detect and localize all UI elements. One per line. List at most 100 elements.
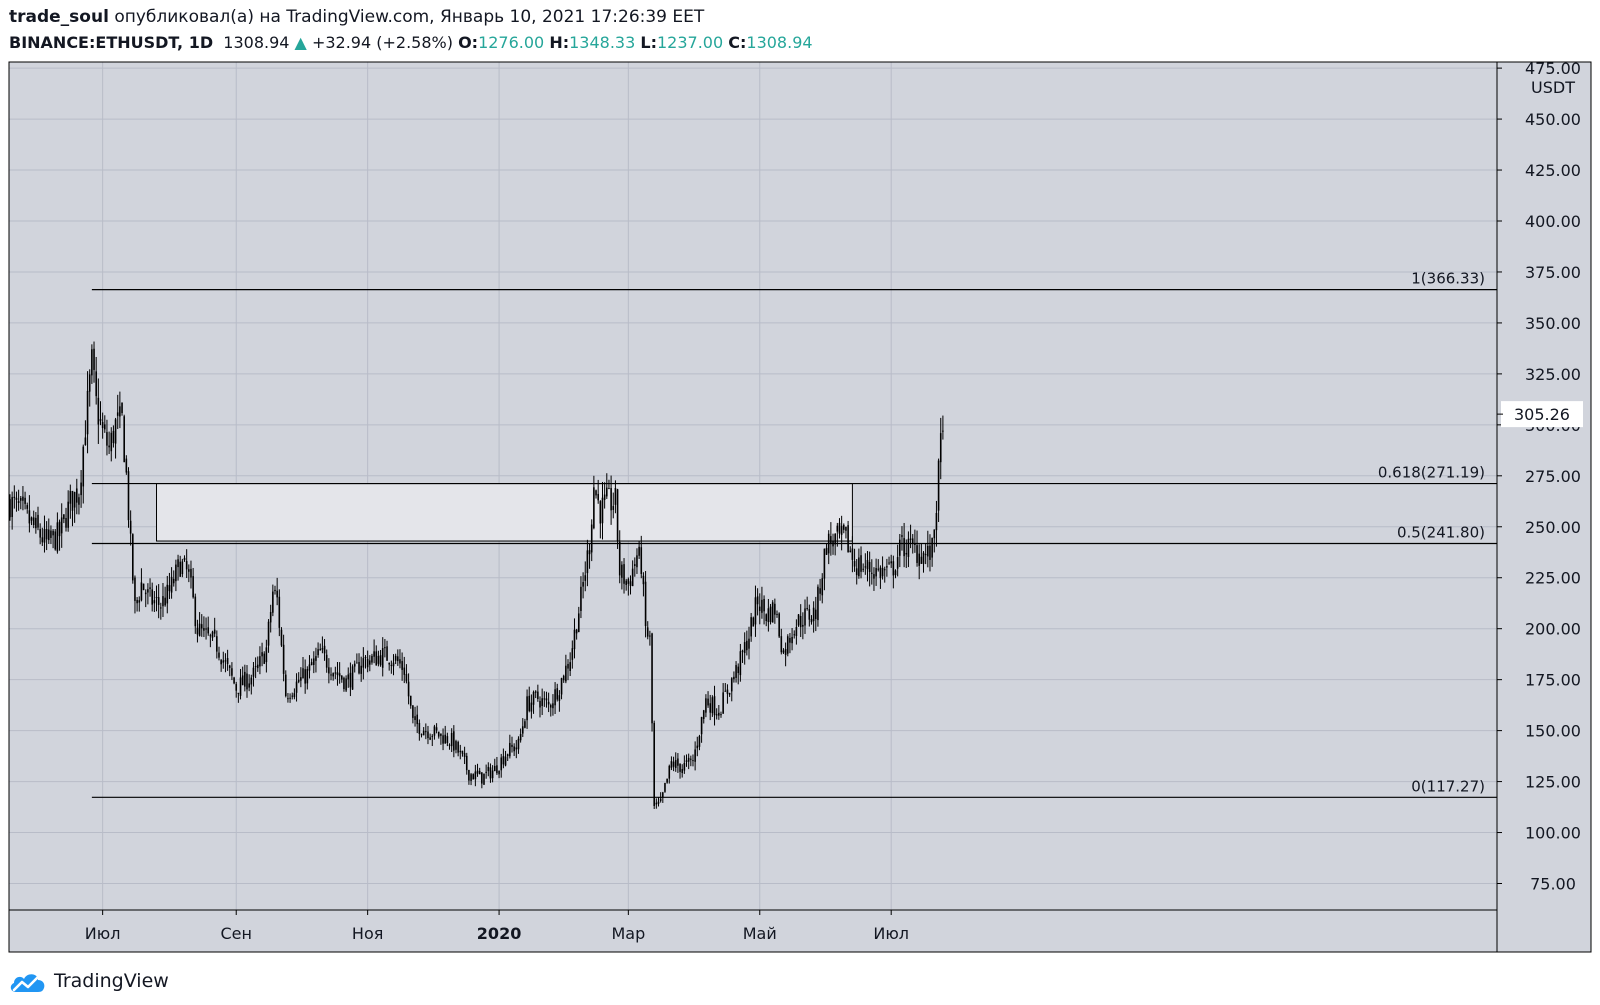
candle [610,475,612,525]
candle-body [136,599,138,604]
candle [746,630,748,656]
candle [360,656,362,682]
candle [515,739,518,759]
candle [674,752,677,772]
candle-body [855,568,858,576]
candle-body [403,667,406,675]
price-tick-label: 350.00 [1525,314,1581,333]
candle-body [431,735,434,737]
candle-body [666,778,668,783]
candle-body [653,722,655,806]
candle-body [37,514,39,528]
candle-body [931,537,933,558]
candle [388,662,390,671]
candle-body [220,660,222,665]
candle [711,695,714,717]
candle-body [504,756,507,766]
candle [698,734,701,751]
candle [840,515,843,551]
candle-body [373,651,375,657]
candle [437,731,440,739]
candle [629,575,632,595]
candle-body [715,714,718,716]
candle [41,527,44,546]
time-axis[interactable]: Июл Сен Ноя 2020 Мар Май Июл [9,909,1497,943]
candle [739,643,742,682]
candle [588,543,591,569]
candle-body [429,737,431,740]
candle-body [332,673,334,677]
candle-body [71,490,74,511]
candle-body [97,397,100,425]
candle [60,503,63,548]
candle-body [353,663,356,667]
candle [789,632,791,654]
candle-body [116,412,119,416]
candle-body [575,629,578,634]
author-name[interactable]: trade_soul [9,7,109,27]
candle-body [496,765,498,774]
candle [580,576,582,619]
candle [849,546,852,553]
candle [640,535,643,579]
candle [295,673,298,702]
candle [103,415,106,433]
candle [750,612,752,642]
candle [830,522,832,556]
tradingview-cloud-icon[interactable] [8,968,48,994]
candle [862,563,864,573]
candle [939,417,942,480]
candle-body [263,653,266,664]
candle [93,341,95,383]
candle [601,481,604,540]
candle-body [558,695,561,701]
candle-body [58,521,61,537]
candle-body [39,529,41,538]
candle [683,755,686,774]
candle-body [433,726,436,736]
candle-body [362,658,365,668]
candle [390,660,393,674]
candle [879,565,882,589]
candle-body [767,608,770,623]
candle [715,708,718,720]
candle-body [22,496,24,501]
candle [847,520,849,553]
candle-body [418,722,421,734]
candle-body [793,634,796,636]
candle-body [892,561,895,576]
candle-body [810,618,813,623]
candle [554,682,556,715]
candle [500,753,503,778]
candle-body [478,770,481,775]
candle [166,575,169,614]
candle-body [786,636,789,654]
price-chart[interactable]: 1(366.33) 0.618(271.19) 0.5(241.80) 0(117.2… [0,0,1600,960]
candle [453,725,455,758]
candle-body [556,688,559,700]
candle [394,653,397,665]
price-axis[interactable]: 75.00 100.00 125.00 150.00 175.00 200.00 225.0… [1496,59,1591,952]
candle [362,647,365,680]
price-tick-label: 125.00 [1525,773,1581,792]
candle [552,694,554,716]
candle [86,371,89,454]
candle [463,746,466,765]
candle-body [24,497,26,504]
candle [933,529,936,553]
candles [9,341,944,810]
candle-body [774,603,776,615]
candle [646,621,649,640]
candle-body [700,717,703,735]
tradingview-brand[interactable]: TradingView [54,970,169,992]
candle-body [901,535,903,537]
candle [707,691,709,708]
candle [605,473,608,499]
candle-body [364,656,367,659]
candle [26,502,29,514]
candle-body [937,460,940,511]
candle [315,647,317,673]
candle-body [379,655,382,666]
candle-body [384,647,386,649]
candle [425,723,427,740]
